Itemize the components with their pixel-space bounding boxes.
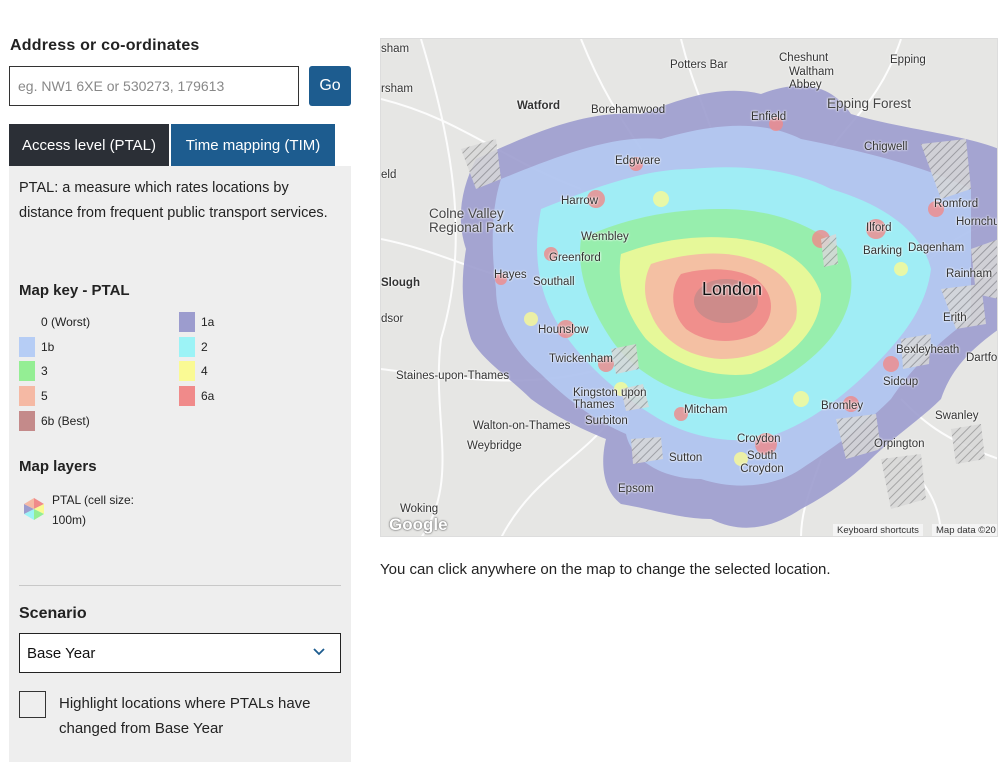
scenario-title: Scenario — [19, 605, 87, 622]
key-swatch — [19, 386, 35, 406]
key-swatch — [19, 361, 35, 381]
map-label: Epping — [890, 54, 926, 66]
google-logo[interactable]: Google — [389, 515, 448, 534]
map-label: Barking — [863, 245, 902, 257]
map-label: Surbiton — [585, 415, 628, 427]
map-label: Rainham — [946, 268, 993, 280]
map-label: Woking — [400, 503, 439, 515]
map-label-london: London — [702, 279, 763, 299]
map-key-item: 6b (Best) — [19, 411, 90, 431]
map-label: Walton-on-Thames — [473, 420, 571, 432]
map-label: Sidcup — [883, 376, 919, 388]
key-label: 1a — [201, 315, 215, 329]
map-data-attribution[interactable]: Map data ©20 — [932, 524, 997, 536]
map-label: Edgware — [615, 155, 661, 167]
key-label: 6b (Best) — [41, 414, 90, 428]
key-label: 4 — [201, 364, 208, 378]
address-input[interactable] — [9, 66, 299, 106]
map-key-item: 4 — [179, 361, 208, 381]
map-label: Southall — [533, 276, 575, 288]
key-swatch — [179, 361, 195, 381]
map-label: Harrow — [561, 195, 599, 207]
map-label: Swanley — [935, 410, 979, 422]
key-label: 6a — [201, 389, 215, 403]
go-button[interactable]: Go — [309, 66, 351, 106]
side-panel: PTAL: a measure which rates locations by… — [9, 166, 351, 762]
map-label: Slough — [381, 277, 420, 289]
map-label: Hayes — [494, 269, 527, 281]
map-label: Dagenham — [908, 242, 965, 254]
map-label: Kingston upon Thames — [573, 387, 647, 411]
map-label: Twickenham — [549, 353, 613, 365]
map-canvas[interactable] — [381, 39, 998, 537]
map-label: Weybridge — [467, 440, 522, 452]
key-swatch — [19, 337, 35, 357]
map-key-title: Map key - PTAL — [19, 282, 130, 299]
map-label: Wembley — [581, 231, 629, 243]
map-label: Hounslow — [538, 324, 589, 336]
map-label: Watford — [517, 100, 561, 112]
map-label: Borehamwood — [591, 104, 666, 116]
key-swatch — [19, 411, 35, 431]
map-key-item: 6a — [179, 386, 214, 406]
keyboard-shortcuts-link[interactable]: Keyboard shortcuts — [833, 524, 923, 536]
map-label: Hornchu — [956, 216, 998, 228]
map-label: Mitcham — [684, 404, 728, 416]
chevron-down-icon — [313, 648, 325, 656]
map-label: Greenford — [549, 252, 601, 264]
map-layers-title: Map layers — [19, 458, 97, 475]
tab-tim[interactable]: Time mapping (TIM) — [171, 124, 335, 166]
map-label: Waltham Abbey — [789, 66, 834, 91]
map-label: Chigwell — [864, 141, 908, 153]
map-key-item: 2 — [179, 337, 208, 357]
key-label: 2 — [201, 340, 208, 354]
map-label: Ilford — [866, 222, 892, 234]
key-swatch — [179, 312, 195, 332]
key-swatch — [19, 312, 35, 332]
address-label: Address or co-ordinates — [10, 37, 200, 54]
ptal-description: PTAL: a measure which rates locations by… — [19, 180, 328, 221]
map-key-item: 0 (Worst) — [19, 312, 90, 332]
map-key-item: 1b — [19, 337, 54, 357]
highlight-checkbox[interactable] — [19, 691, 46, 718]
map-label: sham — [381, 43, 410, 55]
map-label: Epsom — [618, 483, 654, 495]
map-label: dsor — [381, 313, 404, 325]
map-label: Staines-upon-Thames — [396, 370, 510, 382]
map-key-item: 1a — [179, 312, 214, 332]
scenario-value: Base Year — [27, 644, 96, 662]
map-label: Potters Bar — [670, 59, 728, 71]
map-label: eld — [381, 169, 397, 181]
key-label: 1b — [41, 340, 55, 354]
map-label: rsham — [381, 83, 413, 95]
map-label: South Croydon — [740, 450, 784, 475]
key-label: 3 — [41, 364, 48, 378]
map-label: Colne Valley Regional Park — [429, 206, 514, 235]
map-label: Epping Forest — [827, 96, 912, 111]
divider — [19, 585, 341, 586]
ptal-map[interactable]: sham rsham eld dsor Potters Bar Cheshunt… — [380, 38, 998, 537]
map-label: Bromley — [821, 400, 864, 412]
map-label: Erith — [943, 312, 967, 324]
map-label: Enfield — [751, 111, 787, 123]
key-swatch — [179, 386, 195, 406]
ptal-layer-icon[interactable] — [21, 496, 47, 522]
map-label: Dartfo — [966, 352, 998, 364]
key-label: 0 (Worst) — [41, 315, 91, 329]
map-label: Cheshunt — [779, 52, 829, 64]
map-label: Romford — [934, 198, 979, 210]
key-swatch — [179, 337, 195, 357]
scenario-select[interactable]: Base Year — [19, 633, 341, 673]
map-hint: You can click anywhere on the map to cha… — [380, 561, 831, 578]
ptal-layer-label[interactable]: PTAL (cell size: 100m) — [52, 493, 135, 527]
map-label: Sutton — [669, 452, 703, 464]
map-label: Croydon — [737, 433, 781, 445]
tab-ptal[interactable]: Access level (PTAL) — [9, 124, 169, 175]
map-key-item: 5 — [19, 386, 48, 406]
map-label: Bexleyheath — [896, 344, 960, 356]
map-key-item: 3 — [19, 361, 48, 381]
key-label: 5 — [41, 389, 48, 403]
map-label: Orpington — [874, 438, 925, 450]
highlight-label[interactable]: Highlight locations where PTALs have cha… — [59, 695, 311, 737]
